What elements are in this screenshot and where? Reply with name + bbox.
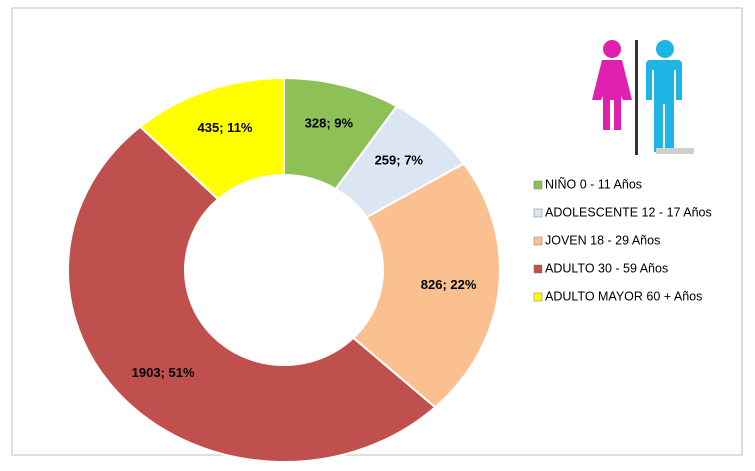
data-label: 1903; 51% xyxy=(132,365,195,380)
legend-swatch xyxy=(533,264,543,274)
legend-label: ADOLESCENTE 12 - 17 Años xyxy=(545,205,712,219)
legend-label: JOVEN 18 - 29 Años xyxy=(545,233,660,247)
legend-swatch xyxy=(533,180,543,190)
data-label: 259; 7% xyxy=(375,152,424,167)
data-label: 328; 9% xyxy=(305,116,354,131)
legend-label: ADULTO 30 - 59 Años xyxy=(545,261,668,275)
legend-label: NIÑO 0 - 11 Años xyxy=(545,177,642,191)
legend-swatch xyxy=(533,236,543,246)
donut-slice xyxy=(67,125,437,463)
legend-swatch xyxy=(533,292,543,302)
donut-slice xyxy=(138,76,285,201)
legend-label: ADULTO MAYOR 60 + Años xyxy=(545,289,702,303)
data-label: 826; 22% xyxy=(421,277,477,292)
donut-slice xyxy=(351,162,501,409)
gender-icon xyxy=(592,40,694,155)
legend-swatch xyxy=(533,208,543,218)
data-label: 435; 11% xyxy=(198,120,253,135)
